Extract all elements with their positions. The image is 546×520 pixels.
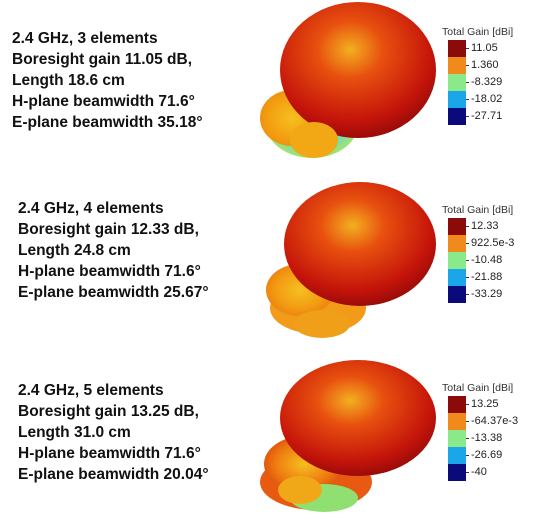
main-lobe <box>280 360 436 476</box>
spec-line: 2.4 GHz, 5 elements <box>18 382 164 399</box>
spec-line: Boresight gain 11.05 dB, <box>12 51 193 68</box>
color-swatch <box>448 430 466 447</box>
spec-line: 2.4 GHz, 4 elements <box>18 200 164 217</box>
colorbar-legend: Total Gain [dBi] 11.05 1.360 -8.329 -18.… <box>442 26 546 125</box>
legend-value: -40 <box>471 466 487 478</box>
spec-line: H-plane beamwidth 71.6° <box>12 93 195 110</box>
color-swatch <box>448 252 466 269</box>
legend-title: Total Gain [dBi] <box>442 382 514 394</box>
spec-text: 2.4 GHz, 5 elements Boresight gain 13.25… <box>18 380 209 485</box>
sidelobe <box>290 122 338 158</box>
color-swatch <box>448 74 466 91</box>
spec-line: Boresight gain 13.25 dB, <box>18 403 199 420</box>
spec-line: E-plane beamwidth 25.67° <box>18 284 209 301</box>
main-lobe <box>280 2 436 138</box>
legend-value: -21.88 <box>471 271 503 283</box>
color-swatch <box>448 40 466 57</box>
legend-title: Total Gain [dBi] <box>442 26 514 38</box>
color-swatch <box>448 235 466 252</box>
spec-line: H-plane beamwidth 71.6° <box>18 263 201 280</box>
legend-value: 12.33 <box>471 220 499 232</box>
color-swatch <box>448 218 466 235</box>
color-swatch <box>448 396 466 413</box>
spec-text: 2.4 GHz, 4 elements Boresight gain 12.33… <box>18 198 209 303</box>
spec-line: E-plane beamwidth 35.18° <box>12 114 203 131</box>
color-swatch <box>448 57 466 74</box>
spec-line: Boresight gain 12.33 dB, <box>18 221 199 238</box>
radiation-pattern-3d <box>260 360 436 512</box>
legend-value: -27.71 <box>471 110 503 122</box>
color-swatch <box>448 269 466 286</box>
legend-value: -33.29 <box>471 288 503 300</box>
spec-text: 2.4 GHz, 3 elements Boresight gain 11.05… <box>12 28 203 133</box>
spec-line: H-plane beamwidth 71.6° <box>18 445 201 462</box>
main-lobe <box>284 182 436 306</box>
spec-line: Length 18.6 cm <box>12 72 125 89</box>
color-swatch <box>448 413 466 430</box>
legend-value: -8.329 <box>471 76 503 88</box>
spec-line: Length 31.0 cm <box>18 424 131 441</box>
sidelobe <box>294 310 350 338</box>
spec-line: 2.4 GHz, 3 elements <box>12 30 158 47</box>
legend-value: -26.69 <box>471 449 503 461</box>
legend-value: -18.02 <box>471 93 503 105</box>
panel-5-elements: 2.4 GHz, 5 elements Boresight gain 13.25… <box>0 352 546 520</box>
spec-line: E-plane beamwidth 20.04° <box>18 466 209 483</box>
color-swatch <box>448 464 466 481</box>
color-swatch <box>448 447 466 464</box>
legend-value: 1.360 <box>471 59 499 71</box>
legend-title: Total Gain [dBi] <box>442 204 514 216</box>
panel-4-elements: 2.4 GHz, 4 elements Boresight gain 12.33… <box>0 176 546 344</box>
radiation-pattern-3d <box>260 2 436 158</box>
legend-value: -64.37e-3 <box>471 415 519 427</box>
radiation-pattern-3d <box>266 182 436 338</box>
spec-line: Length 24.8 cm <box>18 242 131 259</box>
legend-value: 11.05 <box>471 42 498 54</box>
color-swatch <box>448 91 466 108</box>
legend-value: 13.25 <box>471 398 499 410</box>
colorbar-legend: Total Gain [dBi] 13.25 -64.37e-3 -13.38 … <box>442 382 546 481</box>
sidelobe <box>278 476 322 504</box>
colorbar-legend: Total Gain [dBi] 12.33 922.5e-3 -10.48 -… <box>442 204 546 303</box>
color-swatch <box>448 108 466 125</box>
legend-value: -13.38 <box>471 432 503 444</box>
legend-value: -10.48 <box>471 254 503 266</box>
color-swatch <box>448 286 466 303</box>
legend-value: 922.5e-3 <box>471 237 515 249</box>
panel-3-elements: 2.4 GHz, 3 elements Boresight gain 11.05… <box>0 0 546 168</box>
